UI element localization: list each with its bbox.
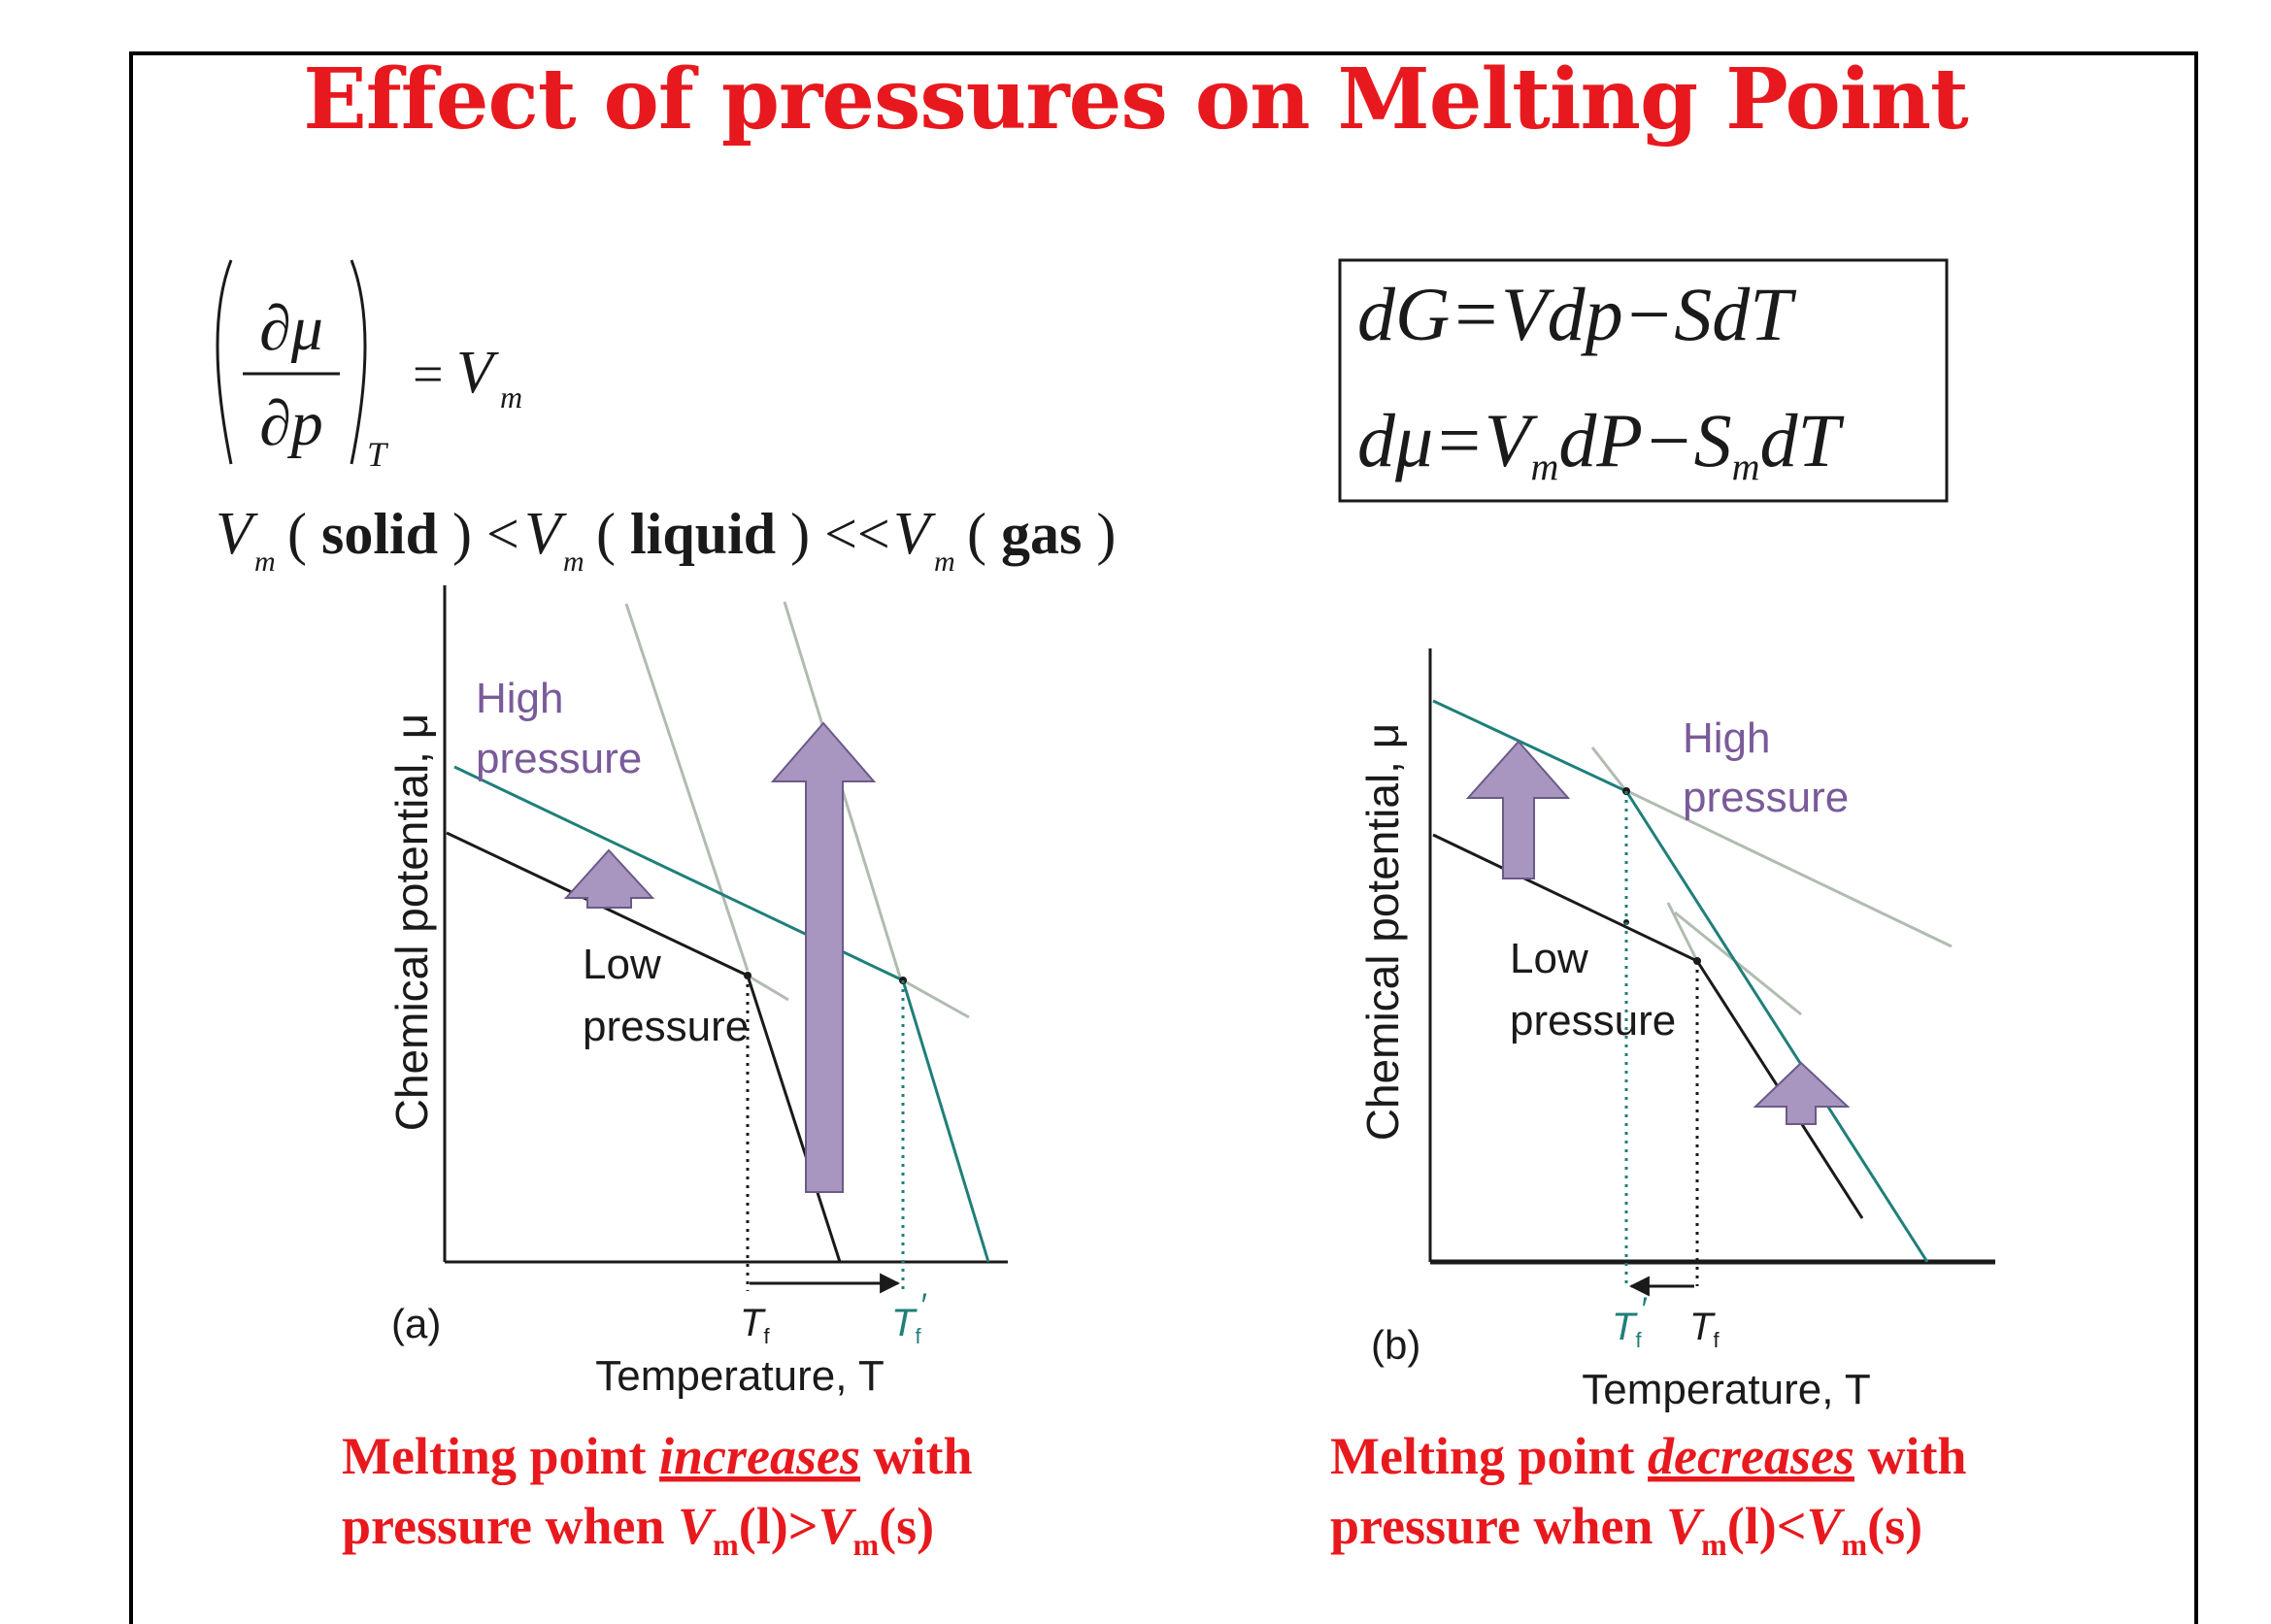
diagram-a: Chemical potential, μ High pressure Low …	[386, 585, 1008, 1400]
partial-derivative-equation: ∂μ ∂p T = V m	[216, 259, 522, 474]
caption-b-line-2: pressure when Vm(l)<Vm(s)	[1330, 1497, 1922, 1562]
diagram-a-high-label-2: pressure	[476, 735, 642, 782]
diagram-a-high-label-1: High	[476, 675, 564, 722]
partial-subscript-T: T	[367, 435, 389, 474]
diagram-a-x-axis-label: Temperature, T	[595, 1352, 885, 1400]
boxed-equations: dG=Vdp−SdT dμ=VmdP−SmdT	[1338, 258, 1949, 503]
diagram-a-low-label-1: Low	[583, 941, 661, 988]
diagram-b-y-axis-label: Chemical potential, μ	[1357, 723, 1408, 1142]
diagram-b-low-label-2: pressure	[1510, 997, 1676, 1044]
diagram-b-high-label-2: pressure	[1683, 774, 1849, 821]
svg-text:( solid ): ( solid ) <	[287, 502, 519, 566]
equation-box	[1338, 258, 1949, 503]
diagram-a-panel-label: (a)	[391, 1301, 441, 1346]
diagram-a-small-up-arrow	[563, 848, 655, 909]
svg-text:m: m	[254, 546, 276, 578]
diagram-b-tf-prime-label: Tf′	[1612, 1291, 1648, 1352]
caption-a-line-1: Melting point increases with	[342, 1427, 973, 1485]
diagram-b-panel-label: (b)	[1371, 1322, 1420, 1368]
gibbs-equation: dG=Vdp−SdT	[1357, 272, 1796, 356]
diagram-b: Chemical potential, μ High pressure Low …	[1357, 648, 1995, 1413]
svg-text:m: m	[934, 546, 955, 578]
diagram-b-high-label-1: High	[1683, 714, 1771, 762]
caption-a: Melting point increases with pressure wh…	[342, 1427, 973, 1562]
svg-text:V: V	[893, 501, 936, 567]
slide-title: Effect of pressures on Melting Point	[303, 50, 1969, 149]
equals-sign: =	[413, 345, 444, 405]
diagram-a-gas-line-low	[624, 603, 750, 972]
diagram-b-tf-label: Tf	[1689, 1306, 1720, 1352]
diagram-b-upper-up-arrow	[1465, 740, 1571, 879]
diagram-b-x-axis-label: Temperature, T	[1582, 1366, 1871, 1413]
svg-text:V: V	[216, 501, 258, 567]
Vm-sub: m	[500, 380, 522, 414]
caption-b-line-1: Melting point decreases with	[1330, 1427, 1966, 1485]
svg-text:( liquid ): ( liquid ) <<	[596, 502, 890, 566]
caption-a-line-2: pressure when Vm(l)>Vm(s)	[342, 1497, 934, 1562]
caption-b: Melting point decreases with pressure wh…	[1330, 1427, 1966, 1562]
svg-text:V: V	[524, 501, 567, 567]
chemical-potential-equation: dμ=VmdP−SmdT	[1357, 398, 1845, 488]
diagram-a-large-up-arrow	[770, 721, 877, 1193]
diagram-a-tf-label: Tf	[740, 1302, 770, 1348]
diagram-a-low-label-2: pressure	[583, 1003, 749, 1050]
svg-text:m: m	[563, 546, 584, 578]
Vm-V: V	[456, 340, 499, 406]
diagram-a-tf-prime-label: Tf′	[891, 1287, 927, 1348]
diagram-b-faint-solid-ext	[1620, 786, 1953, 948]
slide-frame	[129, 51, 2198, 1624]
svg-text:( gas ): ( gas )	[967, 502, 1116, 566]
diagram-b-low-label-1: Low	[1510, 935, 1588, 982]
partial-denominator: ∂p	[259, 388, 323, 459]
diagram-b-lower-up-arrow	[1753, 1061, 1851, 1125]
molar-volume-inequality: V m ( solid ) < V m ( liquid ) << V m ( …	[216, 501, 1116, 578]
diagram-a-y-axis-label: Chemical potential, μ	[386, 713, 437, 1132]
partial-numerator: ∂μ	[259, 293, 323, 364]
